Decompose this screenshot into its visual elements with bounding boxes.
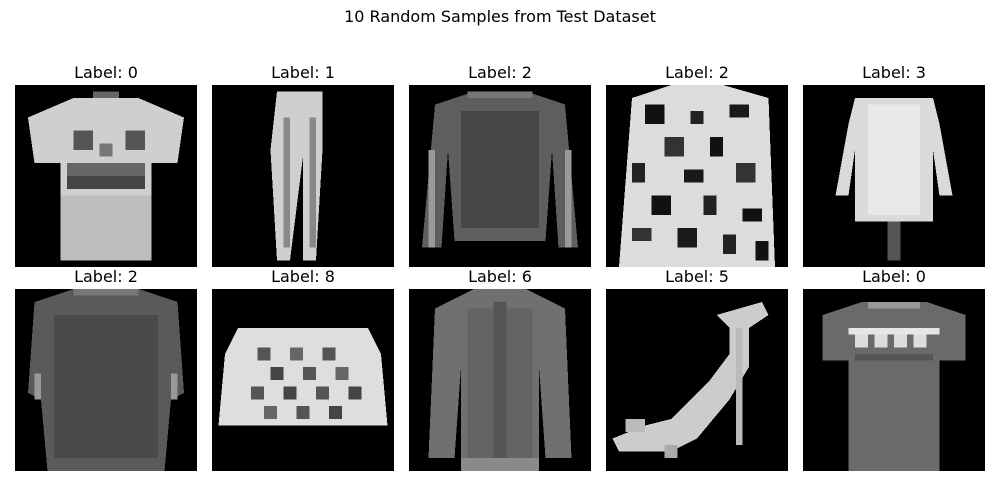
- sample-label: Label: 6: [468, 267, 532, 286]
- patterned-pullover-image: [606, 85, 788, 267]
- sample-label: Label: 0: [74, 63, 138, 82]
- tshirt-image-pixels: [803, 289, 985, 471]
- sample-label: Label: 2: [665, 63, 729, 82]
- sandal-image-pixels: [606, 289, 788, 471]
- bag-image-pixels: [212, 289, 394, 471]
- sample-label: Label: 8: [271, 267, 335, 286]
- sandal-image: [606, 289, 788, 471]
- sample-panel: Label: 2: [409, 61, 591, 267]
- sample-panel: Label: 3: [803, 61, 985, 267]
- bag-image: [212, 289, 394, 471]
- sample-label: Label: 0: [862, 267, 926, 286]
- tshirt-image: [15, 85, 197, 267]
- pullover-image-pixels: [15, 289, 197, 471]
- sample-panel: Label: 5: [606, 265, 788, 471]
- tshirt-image: [803, 289, 985, 471]
- trouser-image: [212, 85, 394, 267]
- sample-panel: Label: 1: [212, 61, 394, 267]
- sample-panel: Label: 8: [212, 265, 394, 471]
- tshirt-image-pixels: [15, 85, 197, 267]
- patterned-pullover-image-pixels: [606, 85, 788, 267]
- sample-label: Label: 3: [862, 63, 926, 82]
- shirt-image-pixels: [409, 289, 591, 471]
- sample-panel: Label: 2: [606, 61, 788, 267]
- long-sleeve-pullover-image: [409, 85, 591, 267]
- dress-image: [803, 85, 985, 267]
- sample-label: Label: 1: [271, 63, 335, 82]
- figure-title: 10 Random Samples from Test Dataset: [344, 7, 656, 26]
- pullover-image: [15, 289, 197, 471]
- sample-panel: Label: 0: [803, 265, 985, 471]
- sample-label: Label: 2: [74, 267, 138, 286]
- sample-panel: Label: 0: [15, 61, 197, 267]
- long-sleeve-pullover-image-pixels: [409, 85, 591, 267]
- sample-label: Label: 5: [665, 267, 729, 286]
- shirt-image: [409, 289, 591, 471]
- dress-image-pixels: [803, 85, 985, 267]
- trouser-image-pixels: [212, 85, 394, 267]
- sample-panel: Label: 6: [409, 265, 591, 471]
- sample-panel: Label: 2: [15, 265, 197, 471]
- sample-label: Label: 2: [468, 63, 532, 82]
